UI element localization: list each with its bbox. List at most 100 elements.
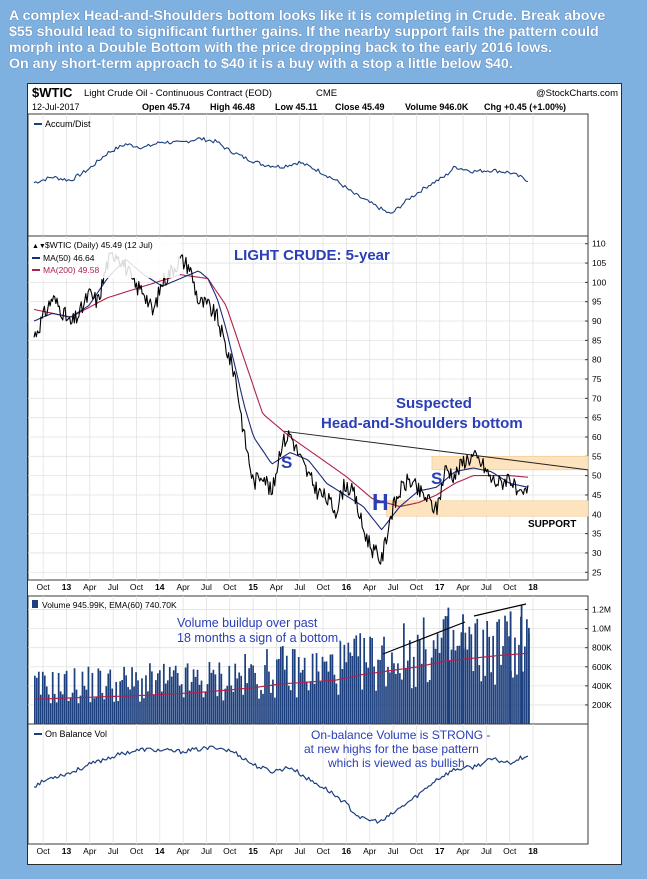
x-tick-label: Oct <box>37 582 51 592</box>
volume-bar <box>41 671 44 724</box>
volume-bar <box>432 640 435 724</box>
stock-chart: $WTIC Light Crude Oil - Continuous Contr… <box>27 83 622 865</box>
volume-bar <box>381 645 383 724</box>
x-tick-label: 17 <box>435 846 445 856</box>
volume-bar <box>141 678 143 724</box>
volume-bar <box>397 663 399 724</box>
volume-bar <box>135 672 137 724</box>
volume-bar <box>355 635 358 724</box>
volume-bar <box>266 649 268 724</box>
volume-bar <box>250 664 252 724</box>
volume-bar <box>385 686 387 724</box>
volume-bar <box>494 684 496 724</box>
volume-bar <box>520 604 523 724</box>
volume-bar <box>143 698 145 724</box>
x-tick-label: Oct <box>130 582 144 592</box>
volume-bar <box>196 669 199 724</box>
volume-bar <box>371 638 373 724</box>
volume-bar <box>230 685 233 724</box>
y-tick-label: 25 <box>592 567 602 577</box>
ma50-legend-label: MA(50) 46.64 <box>43 253 95 263</box>
resistance-band <box>431 456 589 471</box>
y-tick-label: 1.0M <box>592 624 611 634</box>
volume-bar <box>470 634 473 724</box>
x-tick-label: Apr <box>363 846 376 856</box>
volume-bar <box>377 659 379 724</box>
volume-bar <box>166 680 169 724</box>
volume-bar <box>349 652 352 724</box>
volume-bar <box>442 619 445 724</box>
y-tick-label: 95 <box>592 297 602 307</box>
x-tick-label: 15 <box>248 582 258 592</box>
volume-bar <box>315 653 318 724</box>
volume-bar <box>516 674 518 724</box>
x-tick-label: Apr <box>456 846 469 856</box>
volume-bar <box>416 634 419 724</box>
volume-bar <box>514 637 516 724</box>
stockcharts-copyright: @StockCharts.com <box>536 88 618 99</box>
volume-bar <box>359 633 362 724</box>
annotation-obv-3: which is viewed as bullish. <box>327 756 468 770</box>
volume-bar <box>39 694 42 724</box>
volume-bar <box>83 685 86 724</box>
obv-line <box>33 745 529 824</box>
volume-bar <box>89 702 92 724</box>
volume-bar <box>283 669 286 724</box>
volume-bar <box>87 666 90 724</box>
change-value: Chg +0.45 (+1.00%) <box>484 102 566 112</box>
y-tick-label: 35 <box>592 529 602 539</box>
volume-bar <box>524 646 526 724</box>
volume-bar <box>238 672 241 724</box>
volume-bar <box>34 675 36 724</box>
volume-bar <box>65 670 68 724</box>
volume-bar <box>246 683 248 724</box>
accum-dist-panel-border <box>27 113 589 237</box>
volume-bar <box>448 660 451 724</box>
volume-bar <box>280 646 282 724</box>
volume-bar <box>281 646 284 724</box>
volume-bar <box>379 659 381 724</box>
volume-bar <box>478 665 481 724</box>
volume-bar <box>454 650 457 724</box>
volume-bar <box>323 661 326 724</box>
volume-bar <box>383 636 385 724</box>
volume-bar <box>341 669 344 724</box>
volume-bar <box>35 677 38 724</box>
volume-bar <box>522 671 524 724</box>
x-tick-label: Apr <box>176 846 189 856</box>
volume-bar <box>176 673 179 724</box>
volume-bar <box>361 689 364 724</box>
volume-bar <box>208 661 211 724</box>
volume-bar <box>77 703 80 724</box>
price-legend-label: $WTIC (Daily) 45.49 (12 Jul) <box>45 240 153 250</box>
x-tick-label: Jul <box>294 582 305 592</box>
volume-legend-label: Volume 945.99K, EMA(60) 740.70K <box>42 600 177 610</box>
volume-bar <box>375 690 377 724</box>
volume-bar <box>528 633 530 724</box>
x-tick-label: Jul <box>294 846 305 856</box>
volume-bar <box>198 684 201 724</box>
volume-bar <box>272 679 274 724</box>
volume-bar <box>101 692 104 724</box>
volume-bar <box>153 694 155 724</box>
x-tick-label: Oct <box>410 846 424 856</box>
volume-bar <box>438 652 441 724</box>
x-tick-label: Apr <box>176 582 189 592</box>
volume-bar <box>440 637 443 724</box>
ma200-line <box>33 274 529 507</box>
volume-bar <box>418 639 421 724</box>
x-tick-label: Jul <box>108 846 119 856</box>
y-tick-label: 45 <box>592 490 602 500</box>
x-tick-label: Apr <box>270 582 283 592</box>
annotation-head: H <box>372 489 389 515</box>
chart-date: 12-Jul-2017 <box>32 102 80 112</box>
volume-bar <box>468 626 471 724</box>
x-tick-label: Jul <box>481 582 492 592</box>
y-tick-label: 400K <box>592 681 612 691</box>
volume-bar <box>307 690 310 724</box>
volume-bar <box>353 638 356 724</box>
volume-bar <box>297 657 300 724</box>
volume-bar <box>420 663 423 724</box>
volume-bar <box>139 701 141 724</box>
volume-bar <box>37 671 40 724</box>
